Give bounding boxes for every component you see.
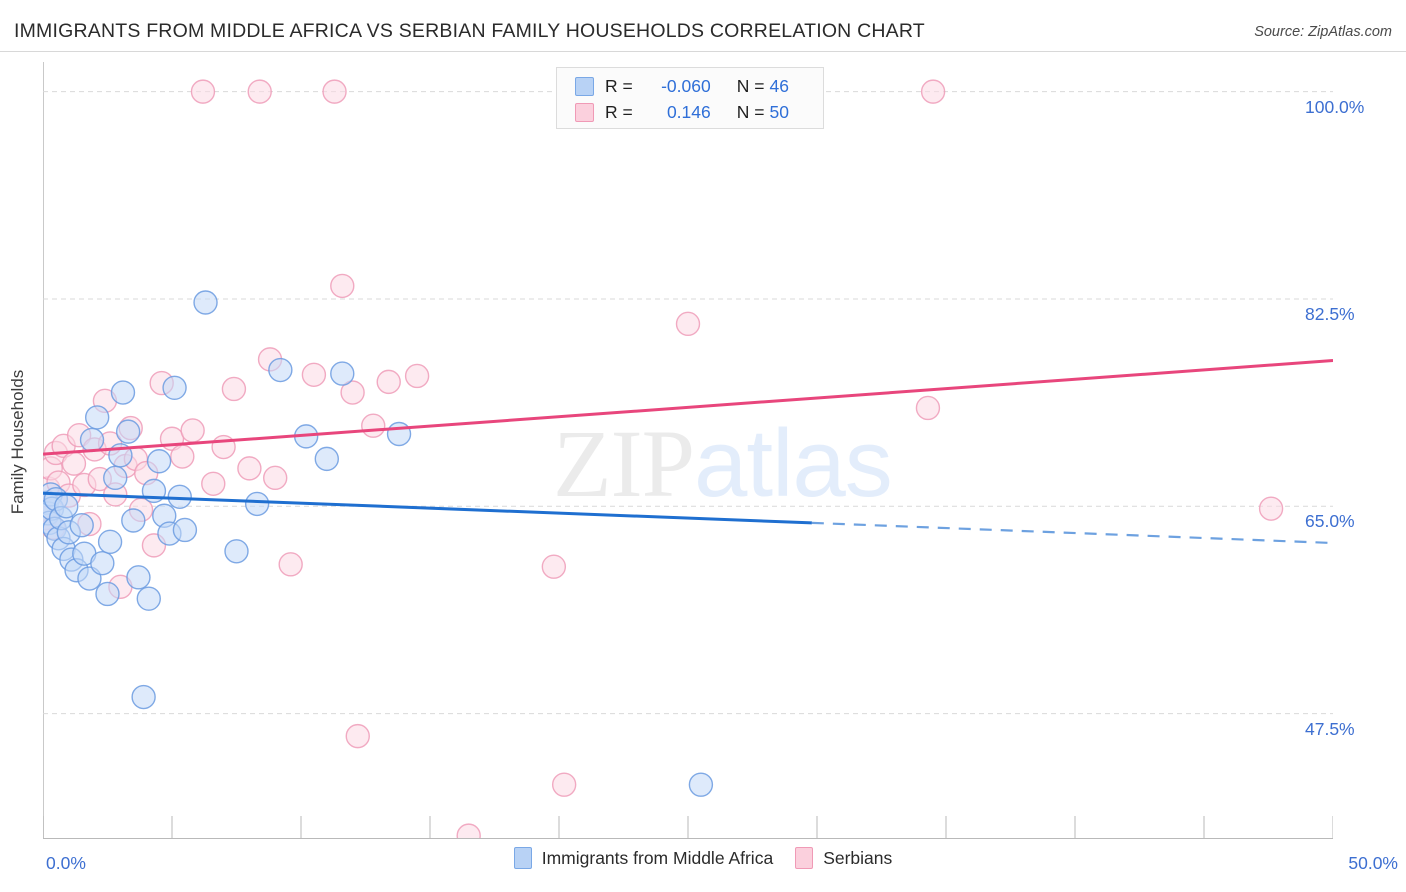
legend-swatch-pink-icon bbox=[575, 102, 594, 122]
legend-label-immigrants: Immigrants from Middle Africa bbox=[541, 847, 774, 868]
y-tick-label: 65.0% bbox=[1305, 511, 1355, 532]
legend-row-pink: R = 0.146 N = 50 bbox=[575, 99, 823, 125]
legend-n-label-blue: N = bbox=[736, 75, 765, 96]
y-tick-label: 100.0% bbox=[1305, 96, 1365, 117]
legend-n-value-blue: 46 bbox=[769, 75, 789, 96]
header-divider bbox=[0, 51, 1406, 52]
legend-item-serbians[interactable]: Serbians bbox=[795, 847, 892, 869]
x-axis-line bbox=[43, 838, 1333, 839]
legend-r-label-pink: R = bbox=[605, 101, 633, 122]
legend-r-value-blue: -0.060 bbox=[661, 75, 711, 96]
legend-n-value-pink: 50 bbox=[769, 101, 789, 122]
x-tick-label-min: 0.0% bbox=[46, 853, 86, 873]
x-tick-label-max: 50.0% bbox=[1348, 853, 1398, 873]
legend-r-label-blue: R = bbox=[605, 75, 633, 96]
correlation-legend: R = -0.060 N = 46 R = 0.146 N = 50 bbox=[556, 67, 824, 129]
y-axis-title: Family Households bbox=[8, 369, 27, 515]
scatter-plot-area bbox=[43, 62, 1333, 838]
legend-swatch-immigrants-icon bbox=[513, 847, 532, 869]
legend-label-serbians: Serbians bbox=[823, 847, 893, 868]
page-title: IMMIGRANTS FROM MIDDLE AFRICA VS SERBIAN… bbox=[14, 20, 925, 42]
legend-swatch-serbians-icon bbox=[795, 847, 814, 869]
source-attribution: Source: ZipAtlas.com bbox=[1254, 24, 1392, 40]
y-tick-label: 82.5% bbox=[1305, 303, 1355, 324]
y-tick-label: 47.5% bbox=[1305, 718, 1355, 739]
y-axis-line bbox=[43, 62, 44, 838]
series-legend: Immigrants from Middle Africa Serbians bbox=[0, 847, 1406, 869]
legend-swatch-blue-icon bbox=[575, 76, 594, 96]
legend-n-label-pink: N = bbox=[736, 101, 765, 122]
legend-item-immigrants[interactable]: Immigrants from Middle Africa bbox=[513, 847, 774, 869]
legend-r-value-pink: 0.146 bbox=[666, 101, 711, 122]
legend-row-blue: R = -0.060 N = 46 bbox=[575, 73, 823, 99]
plot-svg bbox=[43, 79, 1333, 838]
